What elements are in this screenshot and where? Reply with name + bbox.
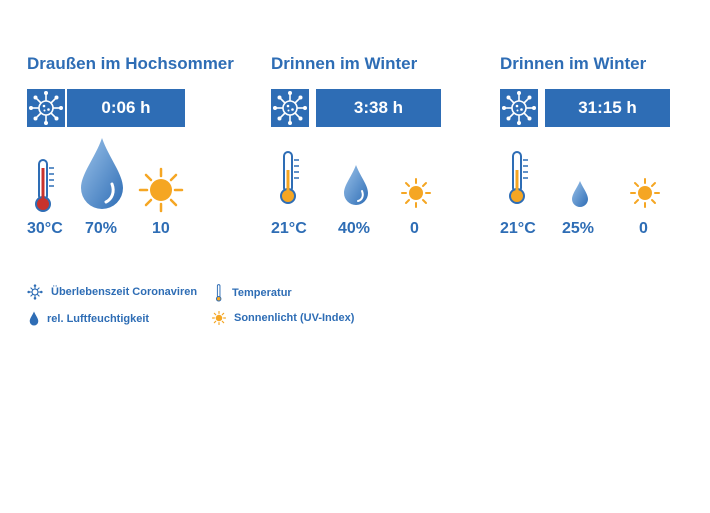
thermometer-icon [214, 284, 224, 302]
sun-icon [630, 178, 660, 208]
uv-value: 0 [410, 220, 419, 237]
humidity-value: 25% [562, 220, 595, 237]
panel-title: Drinnen im Winter [500, 54, 647, 73]
legend-humidity: rel. Luftfeuchtigkeit [29, 311, 149, 326]
water-drop-icon [571, 180, 589, 208]
survival-time: 31:15 h [578, 98, 637, 117]
water-drop-icon [343, 164, 369, 206]
panel-outdoor-summer: Draußen im Hochsommer 0:06 h [27, 54, 247, 244]
temperature-value: 21°C [500, 220, 536, 237]
legend-virus: Überlebenszeit Coronaviren [27, 284, 197, 300]
temperature-value: 21°C [271, 220, 307, 237]
panel-indoor-winter-2: Drinnen im Winter 31:15 h [500, 54, 710, 244]
panel-title: Drinnen im Winter [271, 54, 418, 73]
thermometer-icon [277, 150, 301, 206]
legend-sunlight-label: Sonnenlicht (UV-Index) [234, 312, 355, 324]
virus-icon [500, 89, 538, 127]
thermometer-icon [506, 150, 530, 206]
water-drop-icon [79, 136, 125, 212]
virus-icon [27, 284, 43, 300]
legend-humidity-label: rel. Luftfeuchtigkeit [47, 312, 150, 325]
humidity-value: 40% [338, 220, 371, 237]
uv-value: 10 [152, 220, 170, 237]
uv-value: 0 [639, 220, 648, 237]
survival-time-box: 31:15 h [545, 89, 670, 127]
sun-icon [138, 167, 184, 213]
panel-indoor-winter-1: Drinnen im Winter 3:38 h [271, 54, 491, 244]
sun-icon [212, 311, 226, 325]
legend-temperature: Temperatur [214, 284, 292, 302]
virus-icon [271, 89, 309, 127]
legend-sunlight: Sonnenlicht (UV-Index) [212, 311, 354, 325]
legend-temperature-label: Temperatur [232, 287, 292, 299]
survival-time: 3:38 h [353, 98, 404, 117]
survival-time: 0:06 h [101, 98, 151, 117]
survival-time-box: 3:38 h [316, 89, 441, 127]
humidity-value: 70% [85, 220, 118, 237]
survival-time-box: 0:06 h [67, 89, 185, 127]
legend-virus-label: Überlebenszeit Coronaviren [51, 286, 198, 298]
temperature-value: 30°C [27, 220, 63, 237]
water-drop-icon [29, 311, 39, 326]
panel-title: Draußen im Hochsommer [27, 54, 234, 73]
virus-icon [27, 89, 65, 127]
sun-icon [401, 178, 431, 208]
thermometer-icon [32, 158, 56, 214]
